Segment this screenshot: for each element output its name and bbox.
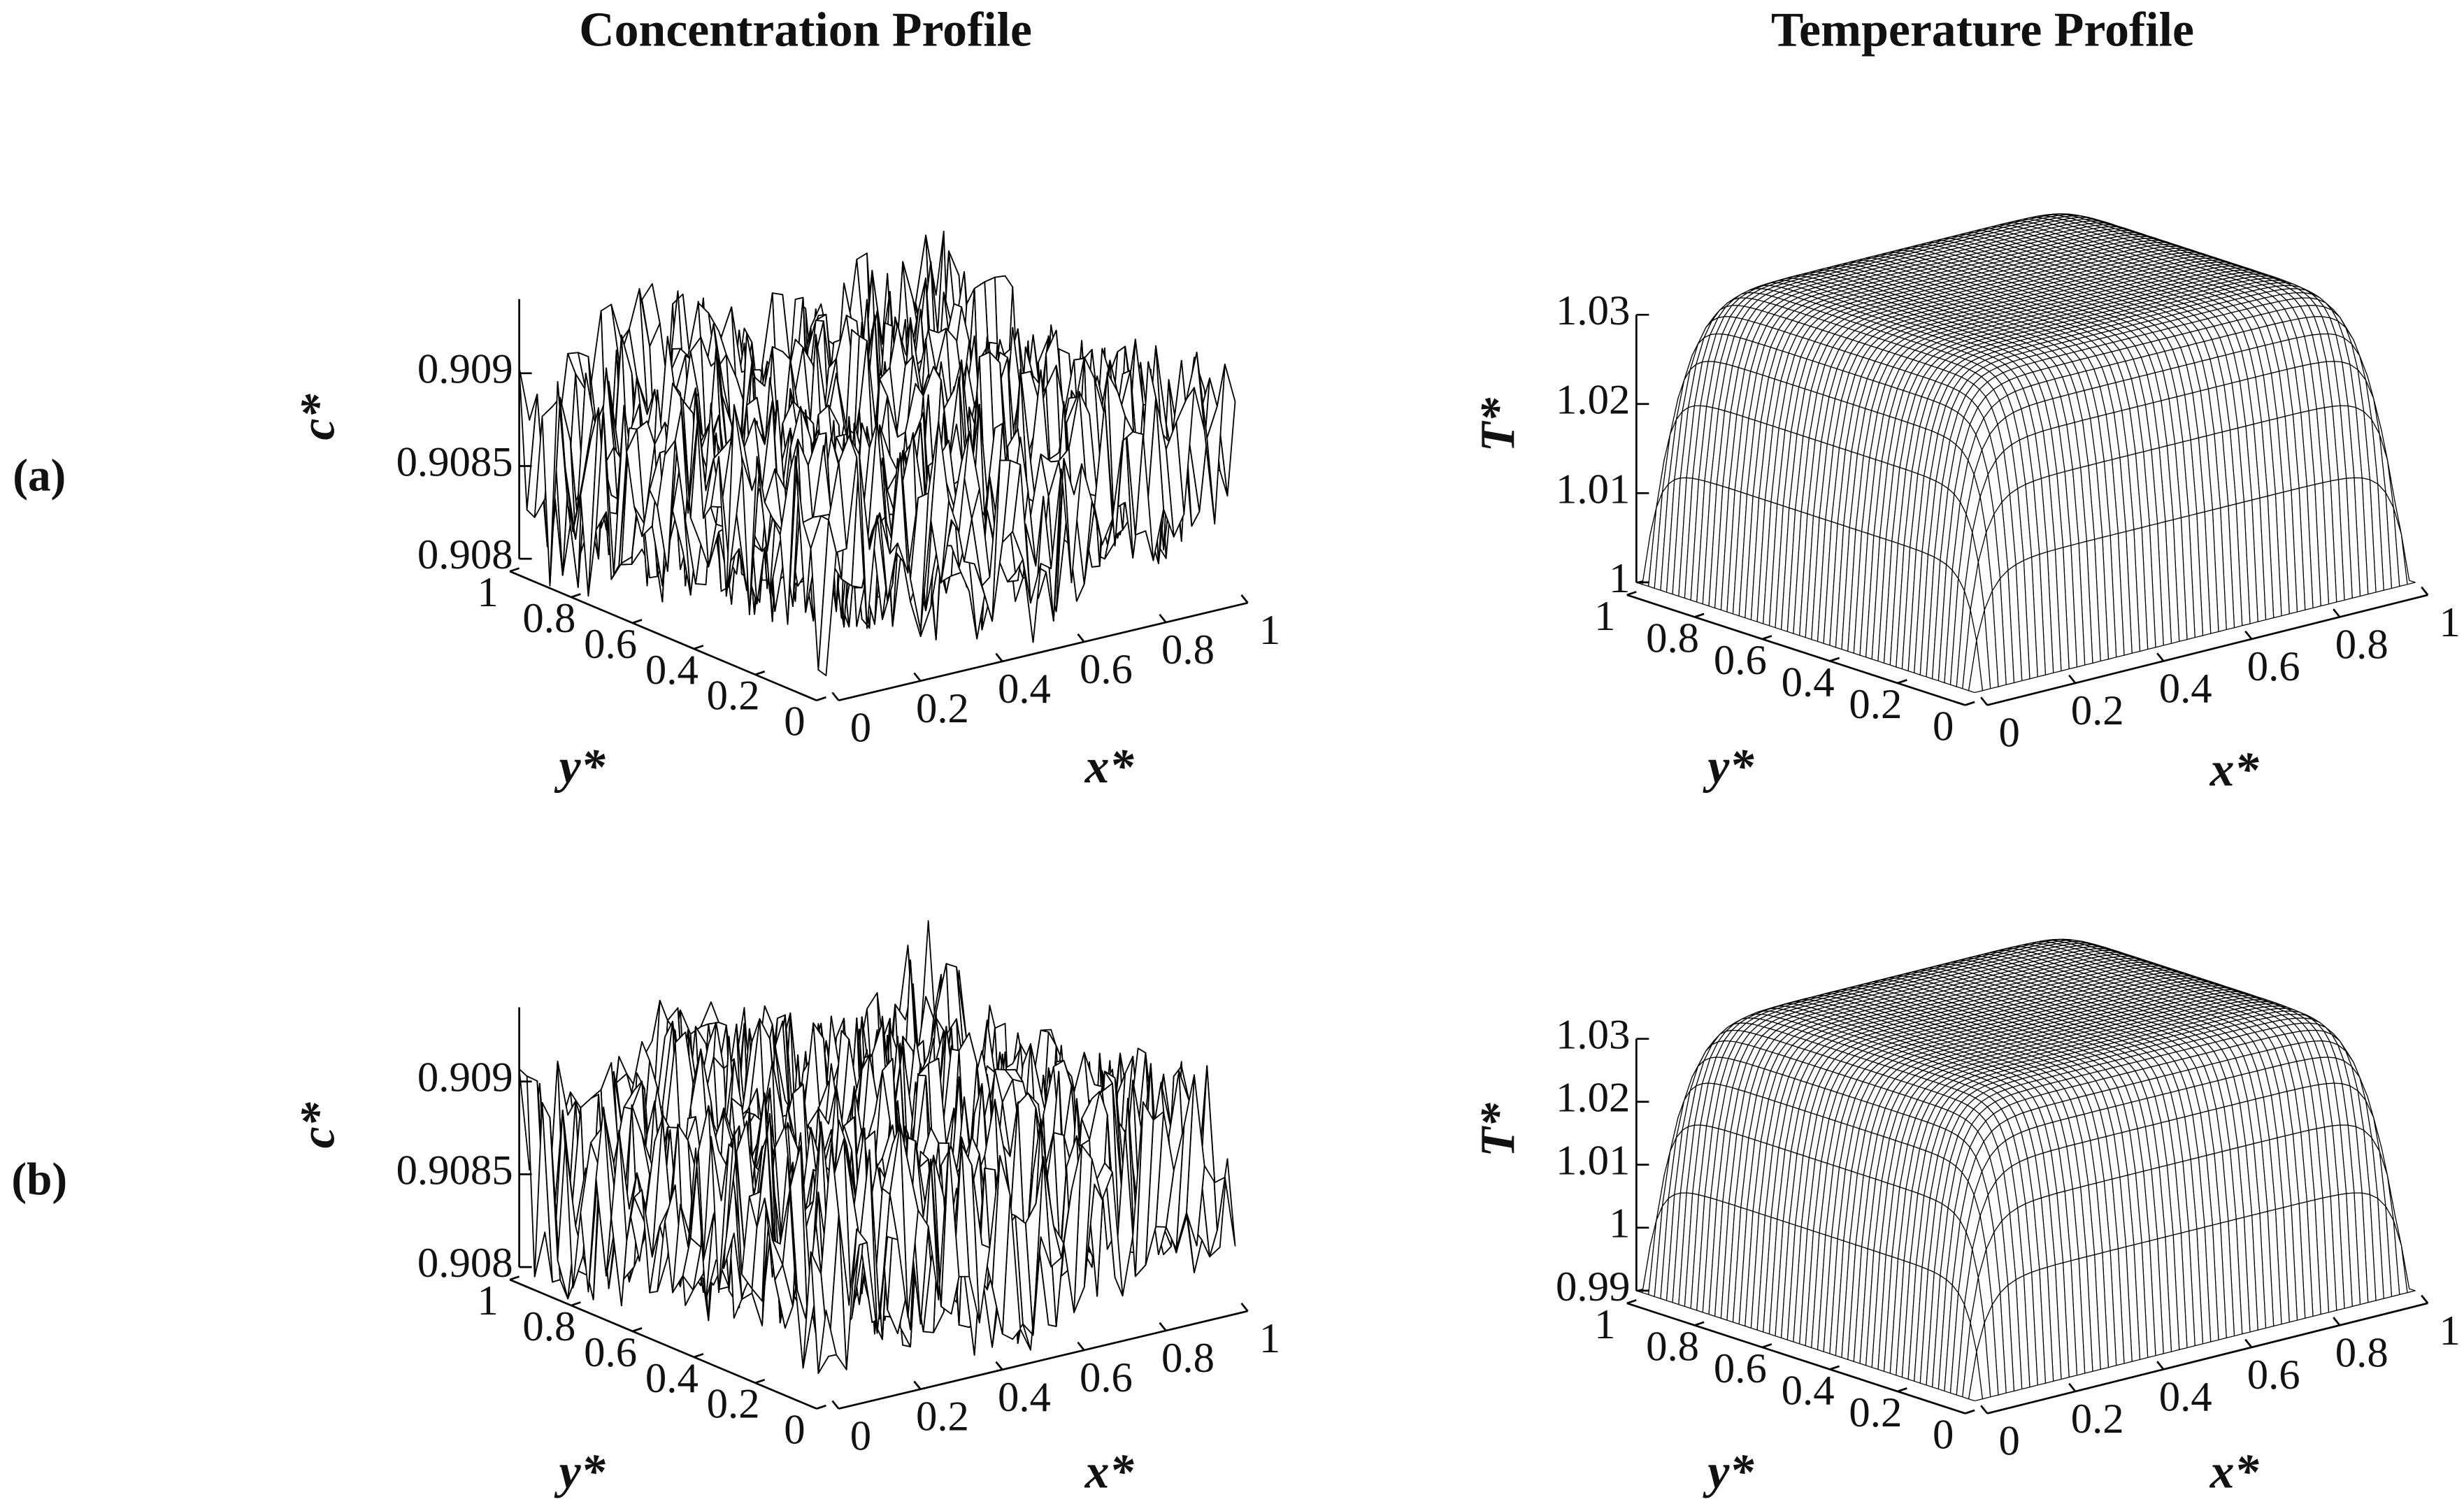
x-tick [2068,674,2077,684]
y-tick-label: 0.8 [1646,615,1699,661]
y-tick-label: 0.6 [1714,637,1767,684]
x-tick-label: 0.4 [2159,665,2212,712]
x-tick-label: 0.8 [2335,621,2388,668]
x-tick [1980,696,1989,706]
z-tick-label: 0.909 [417,346,513,393]
x-tick-label: 0 [850,705,871,752]
x-tick [995,652,1003,662]
x-tick [2421,586,2429,596]
y-tick-label: 1 [477,569,498,616]
surface-mesh [518,919,1236,1374]
y-tick-label: 0.2 [1849,681,1902,728]
row-label: (b) [11,1154,67,1205]
z-axis-label: c* [291,393,345,440]
x-tick-label: 0.6 [2247,643,2300,690]
z-tick-label: 0.9085 [396,438,513,485]
column-title: Temperature Profile [1771,3,2194,57]
surface-plot: 1 1.01 1.02 1.03 0 0.2 0.4 0.6 0.8 1 0 0.2 0.4 0.6 0.8… [1471,213,2461,797]
z-tick-label: 1.01 [1556,466,1630,513]
z-tick-label: 1.03 [1556,287,1630,334]
y-axis-label: y* [554,740,606,794]
y-tick [816,696,826,701]
x-tick [1240,594,1249,603]
x-tick-label: 0.2 [916,685,969,732]
z-tick-label: 0.908 [417,531,513,578]
column-title: Concentration Profile [579,3,1032,57]
x-tick [1077,633,1085,643]
x-tick-label: 0.4 [998,666,1051,712]
surface-mesh [518,231,1236,677]
x-axis-label: x* [1084,740,1135,794]
z-tick-label: 1.02 [1556,377,1630,424]
x-tick [831,692,840,701]
x-tick-label: 0 [1998,709,2019,756]
x-tick [2244,630,2253,640]
x-tick [2333,608,2341,618]
x-tick [1159,613,1167,623]
y-tick-label: 1 [1594,593,1615,640]
y-tick-label: 0.2 [707,673,760,719]
y-axis-label: y* [1703,740,1754,794]
z-axis-label: T* [1471,397,1525,452]
y-tick-label: 0.4 [1782,659,1835,706]
x-tick-label: 0.8 [1161,626,1215,673]
y-tick-label: 0 [784,699,805,745]
x-tick-label: 1 [2440,599,2461,646]
y-tick-label: 0 [1933,703,1954,750]
surface-mesh [1635,213,2416,694]
y-tick [1965,701,1975,706]
x-tick [2156,652,2165,662]
y-tick-label: 0.6 [584,621,637,668]
x-tick-label: 1 [1259,607,1280,654]
x-tick-label: 0.2 [2071,687,2124,734]
x-tick-label: 0.6 [1080,646,1133,693]
x-axis-label: x* [2209,743,2260,797]
y-tick-label: 0.8 [522,595,575,642]
x-tick [913,672,922,682]
y-tick-label: 0.4 [645,647,699,694]
row-label: (a) [13,451,66,501]
